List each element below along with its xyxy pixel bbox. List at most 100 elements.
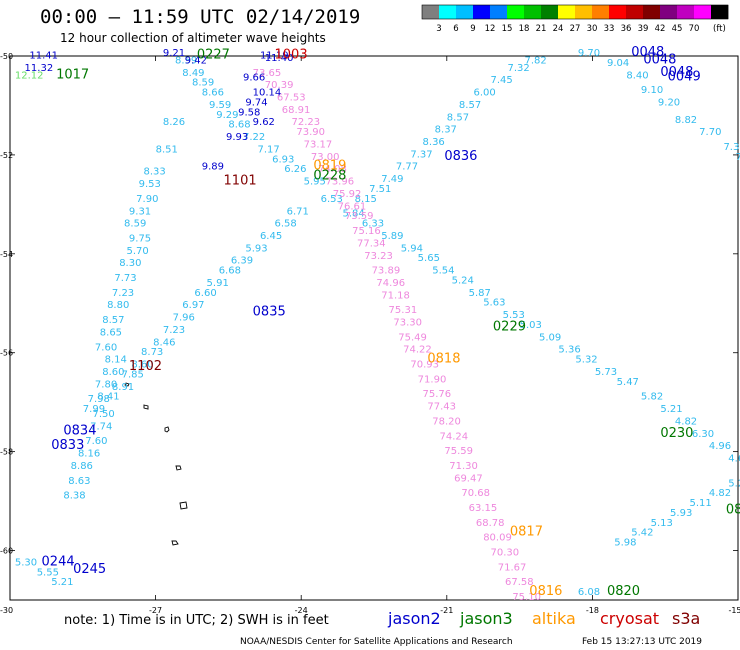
swh-value: 5.13	[651, 518, 673, 529]
color-swatch	[592, 5, 610, 19]
swh-value: 8.59	[192, 78, 214, 89]
pass-time-label: 0048	[631, 45, 664, 60]
swh-value: 5.47	[617, 377, 639, 388]
swh-value: 74.96	[376, 278, 405, 289]
legend-cryosat: cryosat	[600, 609, 659, 628]
swh-value: 72.23	[291, 117, 320, 128]
lon-tick-label: -18	[586, 606, 599, 615]
swh-value: 9.21	[163, 48, 185, 59]
swh-value: 8.38	[63, 491, 85, 502]
swh-value: 8.36	[423, 137, 445, 148]
lat-tick-label: -60	[0, 547, 13, 556]
swh-value: 5.54	[432, 266, 454, 277]
swh-value: 7.99	[83, 404, 105, 415]
swh-value: 5.30	[15, 557, 37, 568]
swh-value: 5.11	[689, 498, 711, 509]
swh-value: 6.26	[284, 164, 306, 175]
swh-value: 75.59	[444, 446, 473, 457]
swh-value: 8.60	[102, 367, 124, 378]
swh-value: 8.57	[447, 112, 469, 123]
swh-value: 5.32	[575, 355, 597, 366]
swh-value: 6.30	[692, 429, 714, 440]
swh-value: 73.17	[304, 139, 333, 150]
island-outline	[175, 465, 182, 471]
swh-value: 73.89	[372, 266, 401, 277]
swh-value: 5.94	[401, 243, 423, 254]
lat-tick-label: -50	[0, 52, 13, 61]
swh-value: 68.91	[282, 105, 311, 116]
swh-value: 70.30	[490, 547, 519, 558]
colorbar-tick-label: 18	[519, 24, 530, 34]
swh-value: 5.95	[304, 177, 326, 188]
swh-value: 74.08	[318, 164, 347, 175]
lon-tick-label: -21	[440, 606, 453, 615]
pass-time-label: 0817	[510, 525, 543, 540]
swh-value: 5.21	[660, 404, 682, 415]
pass-time-label: 1102	[129, 359, 162, 374]
pass-time-label: 1101	[224, 174, 257, 189]
color-swatch	[609, 5, 627, 19]
swh-value: 7.98	[88, 394, 110, 405]
swh-value: 8.26	[163, 117, 185, 128]
color-swatch	[626, 5, 644, 19]
swh-value: 11.41	[29, 50, 58, 61]
swh-value: 7.50	[93, 409, 115, 420]
swh-value: 75.31	[389, 305, 418, 316]
swh-value: 5.84	[342, 209, 364, 220]
color-swatch	[524, 5, 542, 19]
swh-value: 9.89	[202, 162, 224, 173]
swh-value: 6.60	[194, 288, 216, 299]
swh-value: 7.73	[114, 273, 136, 284]
swh-value: 71.30	[449, 461, 478, 472]
colorbar-tick-label: 27	[570, 24, 581, 34]
swh-value: 6.45	[260, 231, 282, 242]
swh-value: 11.32	[25, 63, 54, 74]
color-swatch	[473, 5, 491, 19]
colorbar-tick-label: 45	[672, 24, 683, 34]
swh-value: 7.90	[136, 194, 158, 205]
swh-value: 4.96	[709, 441, 731, 452]
swh-value: 7.60	[95, 342, 117, 353]
colorbar-unit: (ft)	[713, 24, 726, 34]
swh-value: 9.20	[658, 97, 680, 108]
color-swatch	[677, 5, 695, 19]
swh-value: 70.39	[265, 80, 294, 91]
swh-value: 5.82	[641, 392, 663, 403]
pass-time-label: 1017	[56, 67, 89, 82]
swh-value: 9.70	[578, 48, 600, 59]
swh-value: 9.04	[607, 58, 629, 69]
swh-value: 75.92	[333, 189, 362, 200]
swh-value: 5.98	[614, 538, 636, 549]
legend-altika: altika	[532, 609, 576, 628]
swh-value: 5.24	[452, 275, 474, 286]
color-swatch	[643, 5, 661, 19]
pass-time-label: 0245	[73, 562, 106, 577]
color-swatch	[422, 5, 440, 19]
swh-value: 8.59	[175, 55, 197, 66]
swh-value: 6.33	[362, 219, 384, 230]
swh-value: 5.73	[595, 367, 617, 378]
page-title: 00:00 – 11:59 UTC 02/14/2019	[40, 6, 361, 28]
swh-value: 8.51	[156, 144, 178, 155]
colorbar-tick-label: 30	[587, 24, 598, 34]
swh-value: 75.10	[512, 592, 541, 603]
swh-value: 5.55	[37, 567, 59, 578]
swh-value: 8.68	[228, 120, 250, 131]
swh-value: 9.29	[216, 110, 238, 121]
swh-value: 5.93	[670, 508, 692, 519]
pass-time-label: 0049	[668, 70, 701, 85]
swh-value: 6.58	[275, 219, 297, 230]
pass-time-label: 0229	[493, 319, 526, 334]
swh-value: 71.90	[418, 374, 447, 385]
pass-time-label: 082	[726, 502, 740, 517]
swh-value: 8.14	[105, 355, 127, 366]
pass-time-label: 0836	[444, 149, 477, 164]
swh-value: 8.91	[112, 382, 134, 393]
color-swatch	[660, 5, 678, 19]
lon-tick-label: -15	[728, 606, 740, 615]
colorbar-tick-label: 36	[621, 24, 632, 34]
lat-tick-label: -52	[0, 151, 13, 160]
swh-value: 9.66	[243, 73, 265, 84]
swh-value: 4.60	[728, 454, 740, 465]
